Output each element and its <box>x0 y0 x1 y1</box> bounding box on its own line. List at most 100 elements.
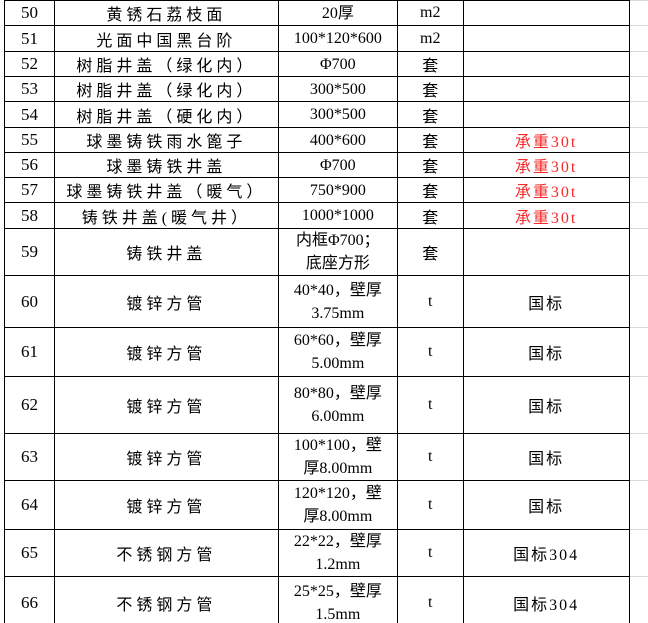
cell-note[interactable]: 承重30t <box>462 177 630 203</box>
cell-unit[interactable]: 套 <box>396 76 464 102</box>
cell-unit[interactable]: t <box>396 376 464 434</box>
cell-unit[interactable]: 套 <box>396 127 464 153</box>
cell-unit[interactable]: m2 <box>396 25 464 52</box>
cell-unit[interactable]: 套 <box>396 101 464 128</box>
cell-empty-gridline[interactable] <box>628 576 648 623</box>
cell-unit[interactable]: t <box>396 576 464 623</box>
cell-row-number[interactable]: 65 <box>4 529 55 577</box>
cell-item-name[interactable]: 镀锌方管 <box>53 376 279 434</box>
cell-spec[interactable]: 20厚 <box>277 0 398 26</box>
cell-empty-gridline[interactable] <box>628 228 648 276</box>
cell-note[interactable]: 国标 <box>462 480 630 530</box>
cell-note[interactable] <box>462 76 630 102</box>
cell-note[interactable]: 承重30t <box>462 152 630 178</box>
cell-unit[interactable]: 套 <box>396 51 464 77</box>
cell-spec[interactable]: 内框Φ700； 底座方形 <box>277 228 398 276</box>
cell-row-number[interactable]: 63 <box>4 433 55 481</box>
cell-empty-gridline[interactable] <box>628 127 648 153</box>
cell-note[interactable]: 承重30t <box>462 127 630 153</box>
cell-unit[interactable]: 套 <box>396 228 464 276</box>
cell-note[interactable] <box>462 25 630 52</box>
cell-empty-gridline[interactable] <box>628 529 648 577</box>
cell-item-name[interactable]: 铸铁井盖 <box>53 228 279 276</box>
cell-item-name[interactable]: 不锈钢方管 <box>53 576 279 623</box>
cell-row-number[interactable]: 57 <box>4 177 55 203</box>
cell-note[interactable]: 国标 <box>462 433 630 481</box>
cell-row-number[interactable]: 50 <box>4 0 55 26</box>
cell-item-name[interactable]: 球墨铸铁井盖 <box>53 152 279 178</box>
cell-unit[interactable]: t <box>396 275 464 328</box>
cell-spec[interactable]: 1000*1000 <box>277 202 398 229</box>
cell-spec[interactable]: 750*900 <box>277 177 398 203</box>
cell-spec[interactable]: 100*100，壁 厚8.00mm <box>277 433 398 481</box>
cell-unit[interactable]: t <box>396 433 464 481</box>
cell-unit[interactable]: m2 <box>396 0 464 26</box>
cell-row-number[interactable]: 62 <box>4 376 55 434</box>
cell-spec[interactable]: 22*22，壁厚 1.2mm <box>277 529 398 577</box>
cell-spec[interactable]: 100*120*600 <box>277 25 398 52</box>
cell-empty-gridline[interactable] <box>628 327 648 377</box>
cell-note[interactable]: 国标304 <box>462 529 630 577</box>
cell-row-number[interactable]: 52 <box>4 51 55 77</box>
cell-empty-gridline[interactable] <box>628 101 648 128</box>
cell-row-number[interactable]: 54 <box>4 101 55 128</box>
cell-row-number[interactable]: 64 <box>4 480 55 530</box>
cell-empty-gridline[interactable] <box>628 480 648 530</box>
cell-unit[interactable]: t <box>396 327 464 377</box>
cell-empty-gridline[interactable] <box>628 152 648 178</box>
cell-item-name[interactable]: 镀锌方管 <box>53 433 279 481</box>
cell-row-number[interactable]: 59 <box>4 228 55 276</box>
cell-spec[interactable]: 25*25，壁厚 1.5mm <box>277 576 398 623</box>
cell-item-name[interactable]: 球墨铸铁雨水篦子 <box>53 127 279 153</box>
cell-item-name[interactable]: 球墨铸铁井盖（暖气） <box>53 177 279 203</box>
cell-spec[interactable]: Φ700 <box>277 51 398 77</box>
cell-unit[interactable]: 套 <box>396 202 464 229</box>
cell-spec[interactable]: 400*600 <box>277 127 398 153</box>
cell-item-name[interactable]: 树脂井盖（硬化内） <box>53 101 279 128</box>
cell-note[interactable]: 国标304 <box>462 576 630 623</box>
cell-empty-gridline[interactable] <box>628 433 648 481</box>
cell-row-number[interactable]: 66 <box>4 576 55 623</box>
cell-note[interactable]: 国标 <box>462 376 630 434</box>
cell-row-number[interactable]: 60 <box>4 275 55 328</box>
cell-empty-gridline[interactable] <box>628 51 648 77</box>
cell-item-name[interactable]: 树脂井盖（绿化内） <box>53 76 279 102</box>
cell-empty-gridline[interactable] <box>628 376 648 434</box>
cell-empty-gridline[interactable] <box>628 177 648 203</box>
cell-row-number[interactable]: 58 <box>4 202 55 229</box>
cell-empty-gridline[interactable] <box>628 76 648 102</box>
cell-item-name[interactable]: 镀锌方管 <box>53 275 279 328</box>
cell-empty-gridline[interactable] <box>628 0 648 26</box>
cell-spec[interactable]: Φ700 <box>277 152 398 178</box>
cell-item-name[interactable]: 镀锌方管 <box>53 327 279 377</box>
cell-row-number[interactable]: 56 <box>4 152 55 178</box>
cell-empty-gridline[interactable] <box>628 275 648 328</box>
cell-row-number[interactable]: 61 <box>4 327 55 377</box>
cell-row-number[interactable]: 53 <box>4 76 55 102</box>
cell-spec[interactable]: 300*500 <box>277 101 398 128</box>
cell-note[interactable] <box>462 51 630 77</box>
cell-unit[interactable]: t <box>396 480 464 530</box>
cell-note[interactable]: 国标 <box>462 327 630 377</box>
cell-item-name[interactable]: 树脂井盖（绿化内） <box>53 51 279 77</box>
cell-spec[interactable]: 120*120，壁 厚8.00mm <box>277 480 398 530</box>
cell-note[interactable] <box>462 228 630 276</box>
cell-item-name[interactable]: 铸铁井盖(暖气井） <box>53 202 279 229</box>
cell-spec[interactable]: 300*500 <box>277 76 398 102</box>
cell-item-name[interactable]: 不锈钢方管 <box>53 529 279 577</box>
cell-note[interactable]: 承重30t <box>462 202 630 229</box>
cell-item-name[interactable]: 光面中国黑台阶 <box>53 25 279 52</box>
cell-spec[interactable]: 40*40，壁厚 3.75mm <box>277 275 398 328</box>
cell-unit[interactable]: 套 <box>396 177 464 203</box>
cell-unit[interactable]: 套 <box>396 152 464 178</box>
cell-empty-gridline[interactable] <box>628 202 648 229</box>
cell-row-number[interactable]: 51 <box>4 25 55 52</box>
cell-note[interactable] <box>462 0 630 26</box>
cell-empty-gridline[interactable] <box>628 25 648 52</box>
cell-spec[interactable]: 60*60，壁厚 5.00mm <box>277 327 398 377</box>
cell-note[interactable] <box>462 101 630 128</box>
cell-row-number[interactable]: 55 <box>4 127 55 153</box>
cell-spec[interactable]: 80*80，壁厚 6.00mm <box>277 376 398 434</box>
cell-item-name[interactable]: 镀锌方管 <box>53 480 279 530</box>
cell-item-name[interactable]: 黄锈石荔枝面 <box>53 0 279 26</box>
